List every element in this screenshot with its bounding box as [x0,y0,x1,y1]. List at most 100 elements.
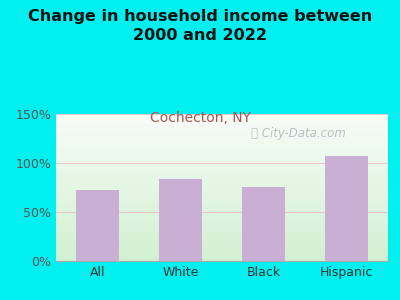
Bar [56,170,388,171]
Bar [56,168,388,170]
Bar [56,260,388,261]
Bar [56,137,388,139]
Text: Change in household income between
2000 and 2022: Change in household income between 2000 … [28,9,372,43]
Bar [56,179,388,180]
Bar [56,255,388,256]
Bar [56,207,388,208]
Bar [56,146,388,148]
Bar [56,180,388,182]
Bar [56,243,388,245]
Bar [56,220,388,221]
Bar [56,221,388,223]
Bar [56,124,388,126]
Bar [56,201,388,202]
Bar [56,232,388,233]
Bar [56,152,388,154]
Bar [56,171,388,173]
Bar [56,205,388,207]
Bar [56,142,388,143]
Bar [56,182,388,183]
Bar [56,163,388,164]
Bar [56,164,388,165]
Bar [56,127,388,129]
Bar [56,198,388,199]
Bar [56,161,388,163]
Bar [56,230,388,232]
Bar [56,214,388,215]
Bar [56,114,388,116]
Bar [56,233,388,235]
Bar [56,223,388,224]
Bar [56,135,388,136]
Bar [56,151,388,152]
Bar [56,229,388,230]
Bar [56,195,388,196]
Bar [56,215,388,217]
Bar [56,139,388,140]
Bar [56,184,388,186]
Bar [56,240,388,242]
Bar [56,118,388,120]
Bar [56,165,388,167]
Bar [56,204,388,205]
Bar [56,188,388,189]
Bar [56,140,388,142]
Bar [242,187,285,261]
Bar [56,217,388,218]
Bar [56,218,388,220]
Bar [56,235,388,236]
Bar [56,157,388,158]
Bar [56,123,388,124]
Text: Cochecton, NY: Cochecton, NY [150,111,250,125]
Bar [56,252,388,253]
Bar [56,199,388,201]
Bar [56,145,388,146]
Bar [56,256,388,258]
Bar [56,238,388,239]
Bar [56,227,388,229]
Bar [56,208,388,209]
Bar [56,236,388,238]
Bar [56,154,388,155]
Bar [325,156,368,261]
Bar [56,173,388,174]
Bar [56,248,388,249]
Bar [56,158,388,160]
Bar [56,212,388,214]
Bar [159,179,202,261]
Bar [56,209,388,211]
Bar [56,126,388,127]
Bar [56,133,388,135]
Bar [56,190,388,192]
Bar [56,149,388,151]
Bar [56,117,388,118]
Bar [56,177,388,179]
Bar [56,202,388,204]
Bar [56,192,388,194]
Bar [56,254,388,255]
Bar [56,258,388,260]
Bar [76,190,119,261]
Bar [56,120,388,121]
Bar [56,155,388,157]
Bar [56,242,388,243]
Bar [56,132,388,133]
Bar [56,160,388,161]
Bar [56,246,388,248]
Bar [56,176,388,177]
Bar [56,116,388,117]
Bar [56,194,388,195]
Bar [56,186,388,188]
Bar [56,251,388,252]
Bar [56,136,388,137]
Bar [56,226,388,227]
Bar [56,167,388,168]
Bar [56,239,388,240]
Bar [56,129,388,130]
Bar [56,211,388,212]
Bar [56,148,388,149]
Bar [56,249,388,251]
Bar [56,174,388,176]
Bar [56,189,388,190]
Bar [56,245,388,246]
